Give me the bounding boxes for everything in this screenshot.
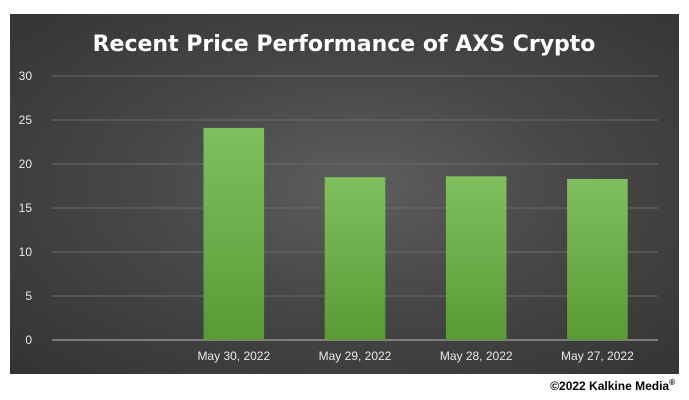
- chart-area: Recent Price Performance of AXS Crypto 0…: [10, 14, 679, 374]
- bar: [445, 176, 507, 340]
- bars: [203, 127, 628, 340]
- x-tick-label: May 29, 2022: [319, 349, 392, 363]
- x-axis-ticks: May 30, 2022 May 29, 2022 May 28, 2022 May …: [197, 349, 634, 363]
- bar-chart: Recent Price Performance of AXS Crypto 0…: [19, 32, 658, 363]
- x-tick-label: May 30, 2022: [197, 349, 270, 363]
- registered-mark: ®: [669, 378, 675, 387]
- y-tick-label: 15: [19, 201, 33, 215]
- y-tick-label: 0: [25, 333, 32, 347]
- x-tick-label: May 28, 2022: [440, 349, 513, 363]
- y-tick-label: 10: [19, 245, 33, 259]
- bar: [203, 127, 265, 340]
- y-tick-label: 20: [19, 157, 33, 171]
- x-tick-label: May 27, 2022: [561, 349, 634, 363]
- bar: [567, 178, 628, 340]
- y-axis-ticks: 0 5 10 15 20 25 30: [19, 69, 33, 347]
- copyright-notice: ©2022 Kalkine Media®: [550, 378, 675, 393]
- copyright-text: ©2022 Kalkine Media: [550, 379, 670, 393]
- y-tick-label: 25: [19, 113, 33, 127]
- bar: [324, 177, 386, 340]
- chart-title: Recent Price Performance of AXS Crypto: [93, 32, 596, 57]
- y-tick-label: 5: [25, 289, 32, 303]
- y-tick-label: 30: [19, 69, 33, 83]
